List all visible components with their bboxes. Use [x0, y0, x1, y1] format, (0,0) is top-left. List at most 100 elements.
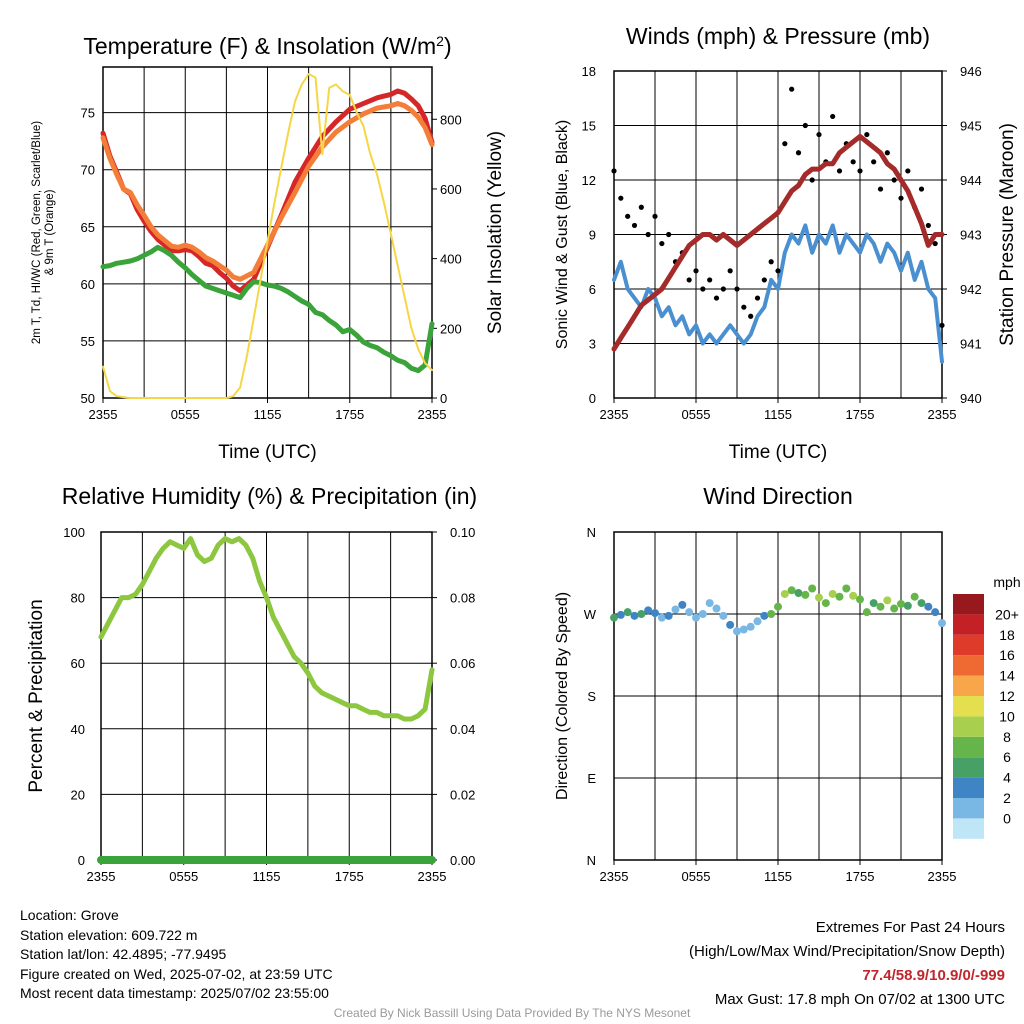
rh-humidity-line [98, 536, 435, 722]
winds-gust-point [850, 159, 856, 165]
winds-gust-point [741, 304, 747, 310]
latlon-text: Station lat/lon: 42.4895; -77.9495 [20, 946, 227, 962]
winds-ytick-right-label: 944 [960, 173, 982, 188]
wdir-point [842, 584, 851, 593]
winds-gust-point [830, 113, 836, 120]
winds-gust-point [638, 204, 644, 210]
created-text: Figure created on Wed, 2025-07-02, at 23… [20, 965, 333, 982]
wdir-point [780, 589, 789, 598]
wdir-point [726, 620, 735, 629]
winds-gust-point [809, 177, 815, 183]
winds-ytick-right-label: 941 [960, 337, 982, 352]
colorbar-label: 6 [1003, 749, 1011, 765]
colorbar-label: 18 [999, 627, 1015, 643]
colorbar-swatch [953, 675, 984, 696]
winds-gust-point [727, 268, 733, 274]
temp-ytick-label: 65 [81, 220, 95, 235]
extremes-legend: (High/Low/Max Wind/Precipitation/Snow De… [689, 943, 1005, 960]
winds-gust-point [816, 131, 822, 138]
winds-gust-point [782, 141, 788, 147]
winds-gust-point [789, 86, 795, 92]
wdir-point [651, 609, 659, 618]
winds-xtick-label: 2355 [928, 407, 957, 422]
winds-ytick-label: 15 [582, 119, 596, 134]
winds-gust-point [939, 322, 945, 328]
temp-ylabel: 2m T, Td, HI/WC (Red, Green, Scarlet/Blu… [31, 121, 43, 344]
temp-xtick-label: 0555 [171, 407, 200, 422]
winds-ytick-label: 12 [582, 173, 596, 188]
temp-series-line [100, 101, 435, 282]
winds-gust-point [748, 313, 754, 319]
wdir-xtick-label: 1155 [764, 869, 792, 884]
rh-ytick-label: 80 [71, 591, 85, 606]
rh-ytick-label: 0 [78, 853, 85, 868]
winds-sonic-line [612, 223, 944, 364]
colorbar-label: 2 [1003, 790, 1011, 806]
winds-xtick-label: 1155 [764, 407, 792, 422]
wdir-xtick-label: 2355 [600, 869, 629, 884]
rh-ytick-right-label: 0.02 [450, 787, 475, 802]
colorbar-label: 0 [1003, 810, 1011, 826]
rh-ytick-right-label: 0.04 [450, 722, 475, 737]
winds-gust-point [713, 295, 720, 301]
wdir-point [801, 590, 810, 599]
winds-title: Winds (mph) & Pressure (mb) [626, 23, 930, 49]
rh-xtick-label: 2355 [418, 869, 447, 884]
wdir-point [664, 611, 673, 620]
colorbar-title: mph [993, 574, 1020, 590]
temp-ylabel: & 9m T (Orange) [44, 189, 56, 275]
colorbar-label: 14 [999, 668, 1015, 684]
winds-ytick-label: 6 [589, 282, 596, 297]
winds-gust-point [871, 159, 877, 165]
winds-ytick-right-label: 940 [960, 391, 982, 406]
winds-gust-point [693, 268, 699, 274]
wdir-point [712, 604, 721, 613]
rh-ytick-label: 100 [63, 525, 85, 540]
wdir-point [760, 611, 769, 620]
colorbar-swatch [953, 614, 984, 635]
wdir-point [938, 619, 946, 628]
winds-gust-point [707, 277, 713, 283]
wdir-xtick-label: 1755 [846, 869, 875, 884]
wdir-point [917, 599, 926, 608]
wdir-point [876, 602, 885, 611]
wdir-point [903, 601, 912, 610]
wdir-point [849, 591, 858, 600]
rh-ytick-label: 40 [71, 722, 85, 737]
temp-series-line [100, 88, 435, 294]
wdir-point [897, 599, 905, 608]
wdir-point [678, 600, 687, 609]
winds-ytick-right-label: 946 [960, 64, 982, 79]
rh-ytick-right-label: 0.00 [450, 853, 475, 868]
wdir-point [821, 599, 830, 608]
wdir-point [630, 611, 639, 620]
wdir-point [910, 592, 919, 601]
winds-gust-point [932, 240, 938, 247]
winds-ylabel: Sonic Wind & Gust (Blue, Black) [554, 120, 571, 349]
winds-gust-point [625, 213, 631, 219]
colorbar-label: 16 [999, 647, 1015, 663]
wdir-ytick-label: N [587, 853, 596, 868]
max-gust-text: Max Gust: 17.8 mph On 07/02 at 1300 UTC [714, 991, 1005, 1008]
wdir-point [616, 610, 625, 619]
temp-xlabel: Time (UTC) [218, 442, 317, 463]
winds-ytick-right-label: 945 [960, 119, 982, 134]
temp-ytick-right-label: 200 [440, 321, 462, 336]
wdir-point [883, 596, 892, 605]
wdir-point [835, 592, 844, 601]
rh-ytick-right-label: 0.10 [450, 525, 475, 540]
extremes-heading: Extremes For Past 24 Hours [815, 919, 1005, 936]
wdir-point [733, 627, 741, 636]
wdir-point [753, 617, 762, 626]
rh-ytick-right-label: 0.06 [450, 656, 475, 671]
temp-title: Temperature (F) & Insolation (W/m2) [83, 33, 451, 59]
winds-ytick-label: 0 [589, 391, 596, 406]
colorbar-swatch [953, 634, 984, 656]
wdir-point [924, 602, 933, 611]
winds-ylabel-right: Station Pressure (Maroon) [997, 123, 1018, 346]
wdir-ytick-label: W [584, 607, 597, 622]
wdir-point [869, 599, 878, 608]
winds-gust-point [891, 177, 897, 183]
temp-ytick-right-label: 0 [440, 391, 447, 406]
